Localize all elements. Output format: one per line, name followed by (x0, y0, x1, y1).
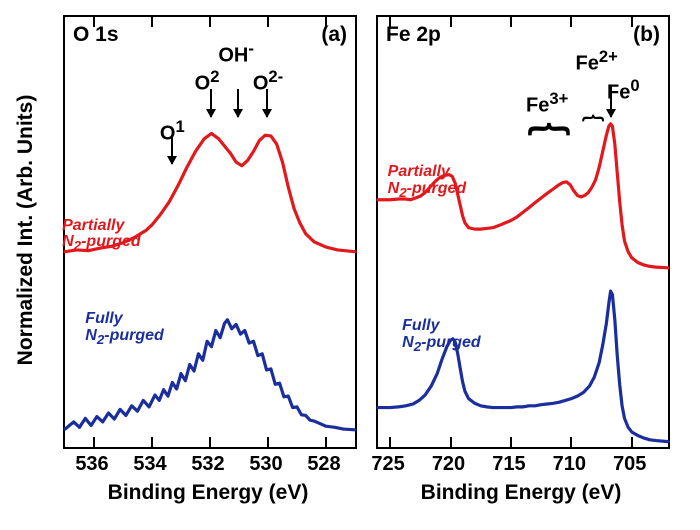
x-tick-top (209, 17, 211, 27)
arrow-down-icon (610, 85, 612, 117)
peak-label: O2 (195, 67, 220, 96)
x-tick (267, 437, 269, 447)
x-tick (450, 437, 452, 447)
x-axis-label-a: Binding Energy (eV) (108, 481, 309, 505)
sample-label-red-b: PartiallyN2-purged (388, 164, 467, 200)
x-tick (570, 437, 572, 447)
sample-label-blue-b: FullyN2-purged (402, 318, 481, 354)
panel-b: Fe 2p (b) PartiallyN2-purged FullyN2-purged… (376, 15, 670, 449)
x-tick (151, 437, 153, 447)
x-tick-top (325, 17, 327, 27)
x-tick (209, 437, 211, 447)
x-tick-top (450, 17, 452, 27)
x-tick (325, 437, 327, 447)
x-tick-label: 725 (371, 453, 404, 476)
x-tick (631, 437, 633, 447)
panel-b-title-left: Fe 2p (386, 23, 441, 47)
arrow-down-icon (266, 89, 268, 118)
x-tick-top (631, 17, 633, 27)
x-tick-label: 528 (307, 453, 340, 476)
x-tick-label: 530 (249, 453, 282, 476)
x-tick-label: 715 (492, 453, 525, 476)
y-axis-label: Normalized Int. (Arb. Units) (14, 95, 38, 366)
panel-b-title-right: (b) (633, 23, 660, 47)
brace-icon: ︷ (528, 106, 570, 127)
sample-label-blue-a: FullyN2-purged (85, 311, 164, 347)
peak-label: Fe2+ (576, 47, 618, 76)
x-tick (510, 437, 512, 447)
x-tick-label: 532 (191, 453, 224, 476)
x-tick-label: 705 (613, 453, 646, 476)
x-tick-label: 536 (75, 453, 108, 476)
arrow-down-icon (210, 89, 212, 118)
x-tick-top (93, 17, 95, 27)
x-tick-top (151, 17, 153, 27)
x-tick-top (510, 17, 512, 27)
peak-label: Fe0 (607, 76, 640, 105)
x-tick-top (267, 17, 269, 27)
peak-label: OH- (218, 39, 254, 68)
sample-label-red-a: PartiallyN2-purged (62, 218, 141, 254)
x-tick (93, 437, 95, 447)
panel-a: O 1s(a)PartiallyN2-purgedFullyN2-purgedO… (63, 15, 357, 449)
x-tick-top (570, 17, 572, 27)
x-tick-label: 710 (553, 453, 586, 476)
arrow-down-icon (237, 89, 239, 118)
peak-label: O2- (253, 67, 283, 96)
figure: Normalized Int. (Arb. Units) O 1s(a)Part… (0, 0, 700, 530)
x-tick (389, 437, 391, 447)
curve-blue (378, 291, 668, 442)
x-axis-label-b: Binding Energy (eV) (421, 481, 622, 505)
brace-icon: ︷ (582, 106, 604, 117)
y-axis-label-text: Normalized Int. (Arb. Units) (14, 95, 37, 366)
x-tick-label: 534 (133, 453, 166, 476)
x-tick-label: 720 (432, 453, 465, 476)
x-tick-top (389, 17, 391, 27)
arrow-down-icon (171, 135, 173, 164)
panel-a-title-left: O 1s (73, 23, 119, 47)
